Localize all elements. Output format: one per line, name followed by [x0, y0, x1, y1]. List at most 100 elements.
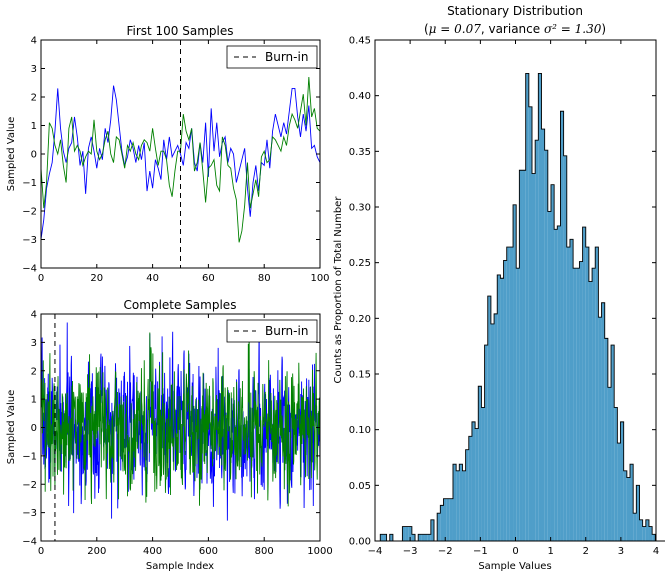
histogram-bar [478, 386, 482, 541]
histogram-bar [630, 464, 634, 541]
histogram-bar [497, 274, 501, 541]
histogram-bar [532, 173, 536, 541]
y-tick-label: −1 [22, 178, 37, 189]
y-tick-label: 0 [31, 423, 37, 434]
y-tick-label: 0.15 [349, 370, 371, 381]
histogram-bar [449, 498, 453, 541]
histogram-bar [402, 526, 406, 541]
chart-first-100-samples: First 100 Samples Sampled Value 0 20 40 60 8… [6, 24, 330, 284]
histogram-bar [408, 526, 412, 541]
y-tick-label: 0.45 [349, 36, 371, 47]
histogram-bar [509, 247, 514, 541]
histogram-bar [626, 477, 631, 541]
histogram-outline [379, 72, 665, 542]
y-tick-label: −2 [22, 480, 37, 491]
y-tick-label: 2 [31, 93, 37, 104]
legend: Burn-in [226, 45, 318, 69]
histogram-bar [535, 140, 539, 541]
x-tick-label: 2 [583, 546, 589, 557]
histogram-bar [639, 519, 643, 541]
histogram-bar [506, 247, 510, 541]
histogram-bar [468, 436, 472, 541]
y-tick-label: 1 [31, 395, 37, 406]
histogram-bar [541, 129, 545, 541]
histogram-bar [566, 247, 570, 541]
axes: 0 200 400 600 800 1000 −4 −3 −2 −1 0 1 2 3 4 [22, 310, 332, 558]
legend-burnin-label: Burn-in [265, 50, 308, 64]
y-tick-label: 0.20 [349, 314, 371, 325]
histogram-bar [652, 534, 656, 541]
histogram-bar [538, 73, 542, 542]
chart-complete-samples: Complete Samples Sampled Value Sample In… [6, 298, 333, 572]
legend-box [226, 45, 318, 69]
histogram-bar [500, 278, 504, 541]
x-tick-label: 0 [38, 273, 44, 284]
histogram-bar [446, 498, 450, 541]
y-tick-label: 2 [31, 366, 37, 377]
histogram-bar [465, 449, 469, 541]
histogram-bar [481, 407, 485, 541]
y-axis-label: Counts as Proportion of Total Number [333, 196, 344, 384]
chart-title: Complete Samples [124, 298, 237, 312]
legend-box [226, 319, 318, 343]
histogram-bar [452, 464, 457, 541]
histogram-bar [563, 155, 567, 542]
histogram-bar [573, 268, 577, 541]
axes: 0 20 40 60 80 100 −4 −3 −2 −1 0 1 2 3 4 [22, 36, 329, 285]
legend-burnin-label: Burn-in [265, 324, 308, 338]
histogram-bar [557, 225, 561, 541]
histogram-bar [601, 302, 605, 541]
y-axis-label: Sampled Value [6, 117, 17, 191]
histogram-bar [607, 387, 612, 541]
x-tick-label: 100 [310, 273, 329, 284]
subtitle-mid: , variance [481, 22, 544, 36]
x-tick-label: 3 [618, 546, 624, 557]
x-tick-label: 0 [512, 546, 518, 557]
subtitle-mu: μ = 0.07 [429, 22, 482, 36]
plot-area [40, 40, 321, 268]
histogram-bar [598, 317, 602, 541]
x-tick-label: 4 [653, 546, 659, 557]
x-tick-label: 1000 [307, 546, 332, 557]
histogram-bar [633, 513, 637, 541]
histogram-bar [421, 534, 425, 541]
y-tick-label: 0.25 [349, 258, 371, 269]
histogram-bar [430, 519, 435, 541]
y-tick-label: 0.10 [349, 425, 371, 436]
x-axis-label: Sample Values [478, 561, 551, 572]
histogram-bar [648, 526, 653, 541]
x-tick-label: 80 [258, 273, 271, 284]
histogram-bar [427, 534, 431, 541]
histogram-bar [513, 204, 517, 541]
histogram-bar [560, 111, 564, 541]
x-tick-label: 60 [202, 273, 215, 284]
x-tick-label: 200 [87, 546, 106, 557]
histogram-bar [588, 281, 593, 541]
plot-area [40, 314, 321, 541]
histogram-bar [611, 345, 615, 541]
x-tick-label: 800 [255, 546, 274, 557]
y-tick-label: 3 [31, 64, 37, 75]
histogram-bar [554, 229, 558, 541]
y-tick-label: 0.35 [349, 147, 371, 158]
histogram-bar [620, 421, 624, 541]
subtitle-close: ) [601, 22, 606, 36]
histogram-bar [522, 170, 526, 541]
y-tick-label: −1 [22, 451, 37, 462]
series-blue [40, 85, 321, 240]
histogram-bar [544, 150, 548, 541]
y-tick-label: −3 [22, 508, 37, 519]
histogram-bar [579, 261, 583, 541]
histogram-bar [525, 73, 529, 542]
y-tick-label: 1 [31, 121, 37, 132]
chart-title: First 100 Samples [126, 24, 233, 38]
x-tick-label: −3 [403, 546, 418, 557]
histogram-bar [569, 239, 574, 542]
histogram-bar [582, 227, 586, 542]
x-axis-label: Sample Index [146, 561, 214, 572]
plot-area [379, 72, 665, 542]
y-tick-label: 4 [31, 310, 37, 321]
x-tick-label: 600 [199, 546, 218, 557]
histogram-bar [576, 268, 580, 541]
y-tick-label: −4 [22, 264, 37, 275]
